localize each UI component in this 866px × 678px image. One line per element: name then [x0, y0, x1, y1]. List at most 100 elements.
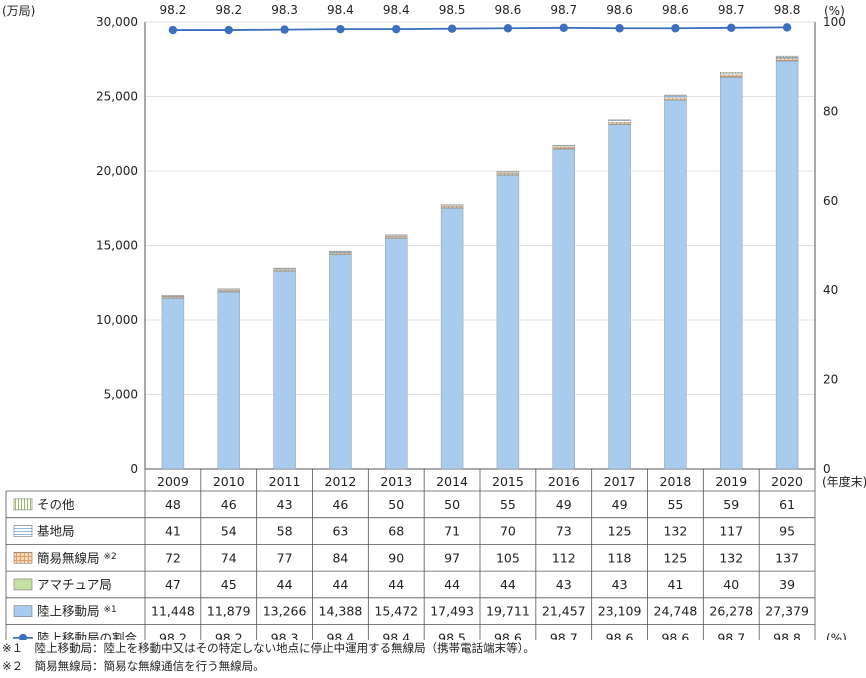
footnote-1: ※１ 陸上移動局：陸上を移動中又はその特定しない地点に停止中運用する無線局（携帯… [2, 641, 535, 655]
y-axis-ticks: 0 5,000 10,000 15,000 20,000 25,000 30,000 [96, 15, 138, 476]
table-cell: 54 [221, 524, 237, 539]
table-cell: 44 [500, 577, 516, 592]
table-cell: 15,472 [374, 604, 418, 619]
y-tick-label: 5,000 [104, 388, 138, 402]
bar-segment [385, 234, 408, 236]
table-cell: 105 [496, 550, 520, 565]
table-cell: 98.4 [382, 630, 410, 640]
y-tick-label: 15,000 [96, 239, 138, 253]
ratio-data-label: 98.8 [774, 3, 801, 17]
table-cell: 125 [608, 524, 632, 539]
bar-segment [720, 74, 743, 78]
table-cell: 50 [444, 497, 460, 512]
x-category-label: 2014 [436, 474, 468, 489]
ratio-line-path [172, 26, 788, 31]
table-cell: 43 [556, 577, 572, 592]
table-cell: 44 [277, 577, 293, 592]
ratio-point [280, 25, 289, 34]
table-cell: 44 [388, 577, 404, 592]
table-cell: 11,879 [207, 604, 251, 619]
bar-segment [720, 72, 743, 76]
ratio-data-label: 98.7 [718, 3, 745, 17]
x-category-label: 2012 [325, 474, 357, 489]
bar-segment [385, 238, 408, 470]
y-tick-label: 0 [130, 462, 138, 476]
table-cell: 45 [221, 577, 237, 592]
ratio-data-label: 98.6 [495, 3, 522, 17]
bar-segment [664, 95, 687, 98]
table-cell: 43 [612, 577, 628, 592]
bar-segment [664, 94, 687, 97]
bar-segment [775, 60, 799, 470]
y2-tick-label: 20 [823, 373, 838, 387]
ratio-data-label: 98.6 [662, 3, 689, 17]
x-category-label: 2009 [157, 474, 189, 489]
table-cell: 14,388 [319, 604, 363, 619]
table-cell: 98.2 [215, 630, 243, 640]
ratio-data-label: 98.7 [550, 3, 577, 17]
bar-segment [440, 206, 464, 208]
table-cell: 49 [556, 497, 572, 512]
table-cell: 44 [444, 577, 460, 592]
legend-swatch [13, 551, 33, 564]
legend-label: 基地局 [37, 524, 75, 539]
bar-segment [664, 100, 687, 470]
table-cell: 44 [332, 577, 348, 592]
bar-segment [720, 77, 743, 470]
legend-label: 陸上移動局の割合 [37, 630, 138, 640]
legend-label: 陸上移動局 [37, 604, 100, 619]
bars [161, 55, 799, 470]
bar-segment [217, 288, 240, 290]
ratio-point [615, 24, 624, 33]
bar-segment [273, 271, 296, 470]
y-tick-label: 25,000 [96, 90, 138, 104]
bar-segment [329, 254, 352, 470]
bar-segment [608, 124, 631, 470]
ratio-point [671, 24, 680, 33]
ratio-data-label: 98.4 [327, 3, 354, 17]
y-tick-label: 20,000 [96, 164, 138, 178]
table-cell: 98.7 [550, 630, 578, 640]
ratio-point [727, 23, 736, 33]
ratio-data-label: 98.3 [271, 3, 298, 17]
y-tick-label: 10,000 [96, 313, 138, 327]
bar-segment [217, 291, 240, 470]
bar-segment [273, 267, 296, 269]
legend-swatch [13, 605, 33, 617]
table-cell: 63 [332, 524, 348, 539]
bar-segment [161, 298, 185, 470]
bar-segment [608, 119, 631, 121]
x-category-label: 2018 [660, 474, 692, 489]
x-category-label: 2019 [715, 474, 747, 489]
table-cell: 98.2 [159, 630, 187, 640]
ratio-data-label: 98.2 [215, 3, 242, 17]
x-category-label: 2016 [548, 474, 580, 489]
table-cell: 117 [719, 524, 743, 539]
table-cell: 72 [165, 550, 181, 565]
legend-label: アマチュア局 [37, 577, 112, 592]
ratio-point [782, 23, 792, 32]
y2-tick-label: 100 [823, 15, 846, 29]
chart: (万局) (%) (年度末) 0 5,000 10,000 15,000 20,000 2… [2, 3, 866, 640]
x-category-label: 2020 [771, 474, 803, 489]
ratio-data-label: 98.6 [606, 3, 633, 17]
ratio-point [336, 24, 345, 34]
ratio-data-label: 98.4 [383, 3, 410, 17]
legend-swatch [13, 525, 33, 537]
legend-label: その他 [37, 497, 75, 512]
table-cell: 58 [277, 524, 293, 539]
table-cell: 132 [719, 550, 743, 565]
table-cell: 47 [165, 577, 181, 592]
table-cell: 55 [500, 497, 516, 512]
table-cell: 61 [779, 497, 795, 512]
table-cell: 98.8 [773, 630, 801, 640]
bar-segment [720, 72, 743, 74]
bar-segment [608, 122, 631, 125]
x-category-label: 2013 [380, 474, 412, 489]
legend-swatch [13, 498, 33, 511]
table-cell: 98.7 [717, 630, 745, 640]
bar-segment [496, 171, 520, 173]
bar-segment [440, 208, 464, 470]
bar-segment [775, 55, 799, 58]
ratio-point [392, 24, 401, 34]
